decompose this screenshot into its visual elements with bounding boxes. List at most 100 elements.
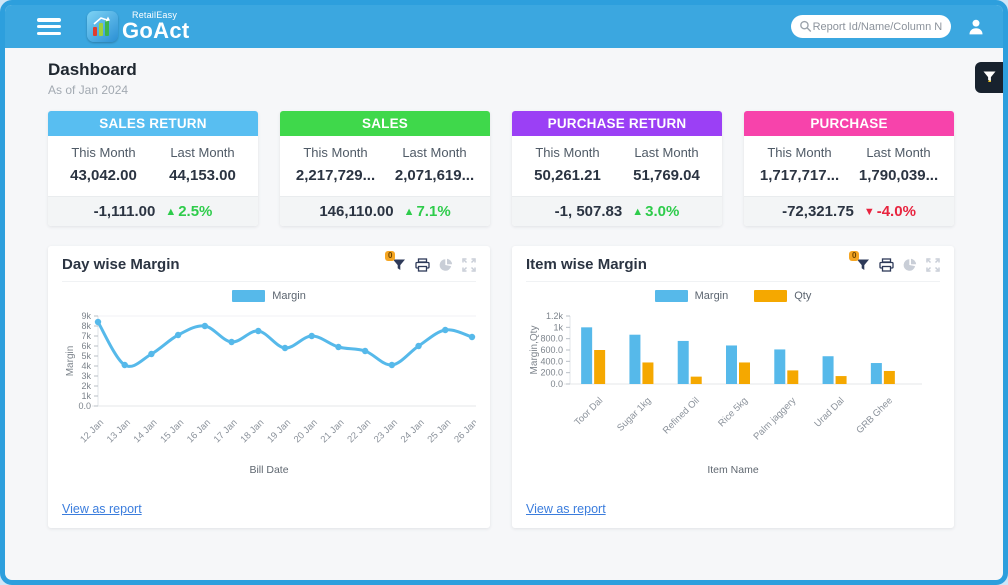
difference-value: -1,111.00 <box>93 203 156 220</box>
svg-text:1.2k: 1.2k <box>546 311 564 321</box>
percent-change: 2.5% <box>178 203 213 220</box>
chart-pie-view-button[interactable] <box>439 258 453 272</box>
view-as-report-link[interactable]: View as report <box>526 502 606 516</box>
chart-title: Item wise Margin <box>526 256 647 273</box>
difference-value: -72,321.75 <box>782 203 854 220</box>
filter-funnel-icon <box>393 259 405 270</box>
svg-text:13 Jan: 13 Jan <box>105 417 133 445</box>
kpi-card-sales-return[interactable]: SALES RETURN This Month 43,042.00 Last M… <box>48 111 258 226</box>
expand-icon <box>462 258 476 272</box>
x-axis-title: Item Name <box>707 464 759 476</box>
filter-count-badge: 0 <box>385 251 396 261</box>
printer-icon <box>415 258 430 272</box>
svg-text:18 Jan: 18 Jan <box>238 417 266 445</box>
last-month-value: 2,071,619... <box>394 167 475 184</box>
svg-text:800.0: 800.0 <box>540 334 563 344</box>
difference-value: -1, 507.83 <box>554 203 623 220</box>
legend-swatch <box>654 290 688 302</box>
svg-text:Sugar 1kg: Sugar 1kg <box>615 395 653 433</box>
svg-text:19 Jan: 19 Jan <box>265 417 293 445</box>
svg-text:14 Jan: 14 Jan <box>132 417 160 445</box>
menu-icon[interactable] <box>37 18 61 35</box>
chart-expand-button[interactable] <box>462 258 476 272</box>
svg-text:17 Jan: 17 Jan <box>212 417 240 445</box>
svg-text:6k: 6k <box>81 341 91 351</box>
chart-print-button[interactable] <box>879 258 894 272</box>
percent-change: 3.0% <box>645 203 680 220</box>
kpi-card-title: SALES RETURN <box>48 111 258 136</box>
pie-chart-icon <box>439 258 453 271</box>
this-month-value: 1,717,717... <box>759 167 840 184</box>
search-input[interactable] <box>812 20 943 33</box>
legend-swatch <box>232 290 266 302</box>
printer-icon <box>879 258 894 272</box>
charts-row: Day wise Margin 0 <box>48 246 954 528</box>
svg-text:Margin,Qty: Margin,Qty <box>529 326 540 375</box>
this-month-value: 50,261.21 <box>534 167 601 184</box>
svg-text:3k: 3k <box>81 371 91 381</box>
pie-chart-icon <box>903 258 917 271</box>
svg-text:1k: 1k <box>553 322 563 332</box>
svg-text:16 Jan: 16 Jan <box>185 417 213 445</box>
svg-text:Rice 5kg: Rice 5kg <box>716 395 750 429</box>
this-month-label: This Month <box>535 145 600 160</box>
svg-text:Margin: Margin <box>65 346 76 377</box>
brand-logo[interactable]: RetailEasy GoAct <box>87 11 190 42</box>
kpi-card-purchase[interactable]: PURCHASE This Month 1,717,717... Last Mo… <box>744 111 954 226</box>
legend-item[interactable]: Margin <box>232 290 306 302</box>
svg-text:GRB Ghee: GRB Ghee <box>854 395 895 436</box>
view-as-report-link[interactable]: View as report <box>62 502 142 516</box>
top-navigation-bar: RetailEasy GoAct <box>5 5 1003 48</box>
chart-print-button[interactable] <box>415 258 430 272</box>
svg-text:0.0: 0.0 <box>550 379 563 389</box>
percent-change: -4.0% <box>876 203 916 220</box>
kpi-card-sales[interactable]: SALES This Month 2,217,729... Last Month… <box>280 111 490 226</box>
chart-filter-button[interactable]: 0 <box>385 251 406 272</box>
chart-filter-button[interactable]: 0 <box>849 251 870 272</box>
legend-label: Margin <box>694 290 729 302</box>
last-month-label: Last Month <box>402 145 467 160</box>
chart-expand-button[interactable] <box>926 258 940 272</box>
brand-name-large: GoAct <box>122 18 190 43</box>
user-icon[interactable] <box>967 18 985 36</box>
kpi-card-title: SALES <box>280 111 490 136</box>
svg-text:4k: 4k <box>81 361 91 371</box>
chart-title: Day wise Margin <box>62 256 180 273</box>
report-search-box[interactable] <box>791 15 951 38</box>
svg-text:0.0: 0.0 <box>78 401 91 411</box>
this-month-label: This Month <box>767 145 832 160</box>
legend-label: Qty <box>794 290 812 302</box>
filter-funnel-icon <box>857 259 869 270</box>
legend-item[interactable]: Qty <box>754 290 811 302</box>
trend-arrow-icon: ▲ <box>165 205 177 218</box>
svg-text:Toor Dal: Toor Dal <box>572 395 605 428</box>
chart-pie-view-button[interactable] <box>903 258 917 272</box>
day-wise-margin-card: Day wise Margin 0 <box>48 246 490 528</box>
svg-text:400.0: 400.0 <box>540 356 563 366</box>
kpi-card-purchase-return[interactable]: PURCHASE RETURN This Month 50,261.21 Las… <box>512 111 722 226</box>
last-month-label: Last Month <box>866 145 931 160</box>
svg-text:Palm jaggery: Palm jaggery <box>751 395 798 442</box>
svg-text:9k: 9k <box>81 311 91 321</box>
this-month-value: 43,042.00 <box>70 167 137 184</box>
svg-text:20 Jan: 20 Jan <box>292 417 320 445</box>
item-wise-margin-card: Item wise Margin 0 <box>512 246 954 528</box>
x-axis-title: Bill Date <box>249 464 289 476</box>
percent-change: 7.1% <box>416 203 451 220</box>
legend-item[interactable]: Margin <box>654 290 729 302</box>
trend-arrow-icon: ▼ <box>863 205 875 218</box>
last-month-value: 1,790,039... <box>858 167 939 184</box>
svg-text:24 Jan: 24 Jan <box>399 417 427 445</box>
page-subtitle: As of Jan 2024 <box>48 83 129 97</box>
svg-text:7k: 7k <box>81 331 91 341</box>
kpi-card-title: PURCHASE RETURN <box>512 111 722 136</box>
svg-text:200.0: 200.0 <box>540 368 563 378</box>
legend-swatch <box>754 290 788 302</box>
svg-text:25 Jan: 25 Jan <box>425 417 453 445</box>
trend-arrow-icon: ▲ <box>632 205 644 218</box>
svg-text:26 Jan: 26 Jan <box>452 417 476 445</box>
global-filter-button[interactable] <box>975 62 1003 93</box>
